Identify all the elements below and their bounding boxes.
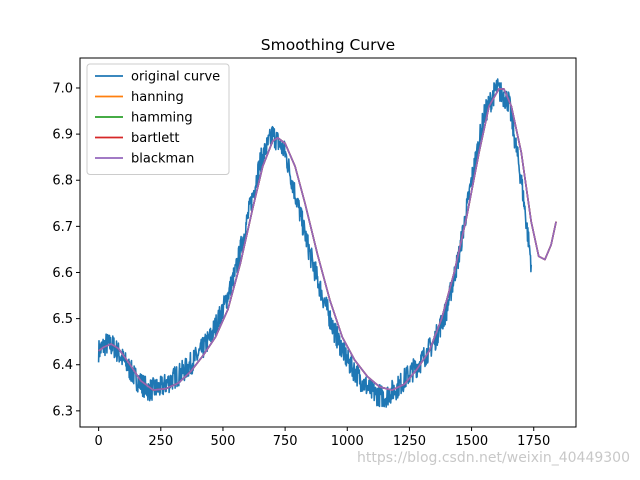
- y-tick-label: 6.7: [52, 220, 73, 235]
- legend-label-hanning: hanning: [131, 90, 184, 105]
- axes-layer: 0 250 500 750 1000 1250 1500 1750 6.3 6.4 6.5 6.6 6.…: [52, 81, 550, 449]
- x-tick-label: 1250: [393, 434, 426, 449]
- x-tick-label: 1750: [517, 434, 550, 449]
- series-layer: [97, 78, 557, 408]
- x-tick-label: 750: [273, 434, 298, 449]
- y-tick-label: 7.0: [52, 81, 73, 96]
- x-tick-label: 1000: [331, 434, 364, 449]
- x-tick-label: 1500: [455, 434, 488, 449]
- x-tick-label: 0: [95, 434, 103, 449]
- plot-frame: [79, 57, 577, 428]
- legend-label-original-curve: original curve: [131, 70, 220, 85]
- series-line-blackman: [98, 88, 557, 391]
- y-tick-label: 6.6: [52, 266, 73, 281]
- y-tick-label: 6.9: [52, 128, 73, 143]
- legend: original curve hanning hamming bartlett blac…: [86, 63, 230, 175]
- series-line-original-curve: [97, 78, 532, 408]
- y-tick-label: 6.4: [52, 358, 73, 373]
- y-tick-label: 6.8: [52, 174, 73, 189]
- x-tick-label: 250: [148, 434, 173, 449]
- y-tick-label: 6.5: [52, 312, 73, 327]
- legend-box: [86, 63, 230, 175]
- y-tick-label: 6.3: [52, 404, 73, 419]
- legend-label-bartlett: bartlett: [131, 131, 179, 146]
- legend-label-hamming: hamming: [131, 111, 193, 126]
- x-tick-label: 500: [211, 434, 236, 449]
- legend-label-blackman: blackman: [131, 152, 194, 167]
- watermark-text: https://blog.csdn.net/weixin_40449300: [356, 450, 630, 466]
- chart-title: Smoothing Curve: [261, 36, 395, 54]
